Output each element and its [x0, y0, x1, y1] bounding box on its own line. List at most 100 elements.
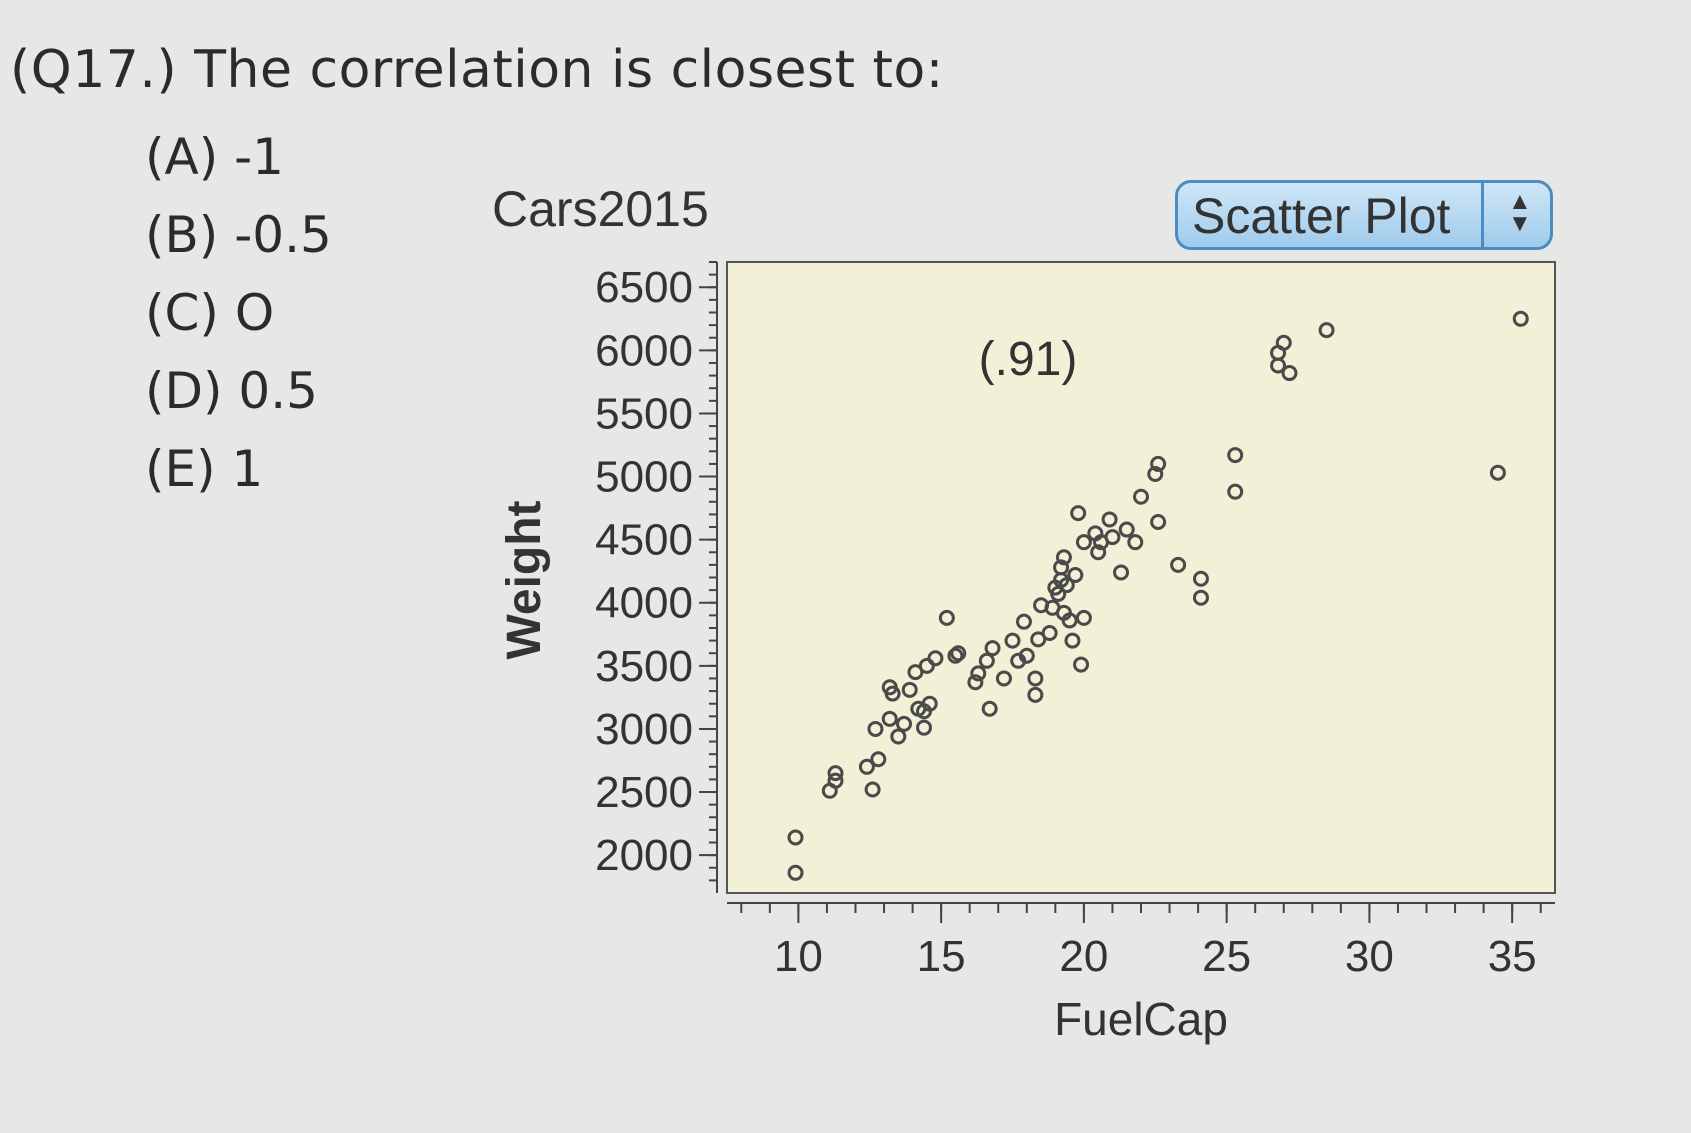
data-point — [870, 751, 887, 768]
y-tick-label: 6000 — [595, 326, 693, 375]
data-point — [1055, 549, 1072, 566]
data-point — [1150, 455, 1167, 472]
data-point — [1073, 656, 1090, 673]
data-point — [864, 781, 881, 798]
data-point — [1030, 631, 1047, 648]
data-point — [787, 829, 804, 846]
data-point — [1147, 466, 1164, 483]
x-tick-label: 10 — [774, 932, 823, 981]
x-tick-label: 20 — [1059, 932, 1108, 981]
data-point — [890, 728, 907, 745]
choice-b[interactable]: (B) -0.5 — [145, 206, 332, 264]
x-tick-label: 30 — [1345, 932, 1394, 981]
y-tick-label: 4500 — [595, 516, 693, 565]
x-tick-label: 25 — [1202, 932, 1251, 981]
data-point — [1067, 566, 1084, 583]
x-axis: 10 15 20 25 30 35 — [727, 902, 1555, 981]
updown-arrows-icon: ▲ ▼ — [1508, 188, 1532, 237]
data-point — [967, 674, 984, 691]
y-tick-label: 2000 — [595, 831, 693, 880]
data-point — [1127, 534, 1144, 551]
data-point — [1275, 334, 1292, 351]
data-point — [881, 710, 898, 727]
data-points — [787, 310, 1529, 881]
data-point — [1227, 483, 1244, 500]
data-point — [1070, 505, 1087, 522]
data-point — [1489, 464, 1506, 481]
data-point — [907, 664, 924, 681]
choice-d[interactable]: (D) 0.5 — [145, 362, 318, 420]
data-point — [921, 695, 938, 712]
data-point — [947, 647, 964, 664]
y-axis-label: Weight — [498, 500, 551, 659]
data-point — [1318, 322, 1335, 339]
x-tick-label: 15 — [917, 932, 966, 981]
choice-e[interactable]: (E) 1 — [145, 440, 264, 498]
data-point — [1090, 544, 1107, 561]
question-text: (Q17.) The correlation is closest to: — [10, 40, 944, 100]
data-point — [1170, 556, 1187, 573]
data-point — [1192, 570, 1209, 587]
data-point — [950, 645, 967, 662]
choice-c[interactable]: (C) O — [145, 284, 275, 342]
data-point — [827, 765, 844, 782]
data-point — [1150, 513, 1167, 530]
plot-type-select[interactable]: Scatter Plot ▲ ▼ — [1175, 180, 1553, 250]
y-tick-label: 5000 — [595, 453, 693, 502]
data-point — [995, 670, 1012, 687]
data-point — [881, 679, 898, 696]
data-point — [1027, 686, 1044, 703]
data-point — [1027, 670, 1044, 687]
data-point — [867, 720, 884, 737]
data-point — [916, 719, 933, 736]
data-point — [1075, 534, 1092, 551]
data-point — [1104, 529, 1121, 546]
data-point — [787, 864, 804, 881]
data-point — [1050, 585, 1067, 602]
data-point — [1053, 559, 1070, 576]
data-point — [1192, 589, 1209, 606]
data-point — [1281, 365, 1298, 382]
data-point — [1075, 609, 1092, 626]
dataset-title: Cars2015 — [492, 181, 709, 237]
data-point — [984, 640, 1001, 657]
data-point — [1018, 647, 1035, 664]
plot-type-label: Scatter Plot — [1192, 188, 1451, 244]
correlation-annotation: (.91) — [979, 333, 1078, 386]
data-point — [1015, 613, 1032, 630]
y-tick-label: 5500 — [595, 389, 693, 438]
answer-choices: (A) -1 (B) -0.5 (C) O (D) 0.5 (E) 1 — [145, 118, 332, 508]
select-divider — [1481, 183, 1484, 247]
data-point — [938, 609, 955, 626]
data-point — [927, 650, 944, 667]
data-point — [1064, 632, 1081, 649]
data-point — [896, 715, 913, 732]
data-point — [1058, 577, 1075, 594]
y-tick-label: 3000 — [595, 705, 693, 754]
data-point — [1113, 564, 1130, 581]
data-point — [1512, 310, 1529, 327]
y-tick-label: 6500 — [595, 263, 693, 312]
y-axis: 2000 2500 3000 3500 4000 4500 5000 5500 6000 6500 — [595, 261, 718, 893]
data-point — [901, 681, 918, 698]
data-point — [1061, 612, 1078, 629]
data-point — [827, 772, 844, 789]
plot-area — [726, 261, 1556, 894]
choice-a[interactable]: (A) -1 — [145, 128, 284, 186]
y-tick-label: 3500 — [595, 642, 693, 691]
data-point — [1004, 632, 1021, 649]
data-point — [978, 652, 995, 669]
data-point — [1041, 625, 1058, 642]
x-tick-label: 35 — [1488, 932, 1537, 981]
data-point — [1133, 488, 1149, 505]
data-point — [1118, 521, 1135, 538]
y-tick-label: 2500 — [595, 768, 693, 817]
data-point — [1101, 511, 1118, 528]
data-point — [858, 758, 875, 775]
data-point — [970, 665, 987, 682]
data-point — [981, 700, 998, 717]
data-point — [1227, 447, 1244, 464]
y-tick-label: 4000 — [595, 579, 693, 628]
x-axis-label: FuelCap — [1054, 993, 1228, 1045]
